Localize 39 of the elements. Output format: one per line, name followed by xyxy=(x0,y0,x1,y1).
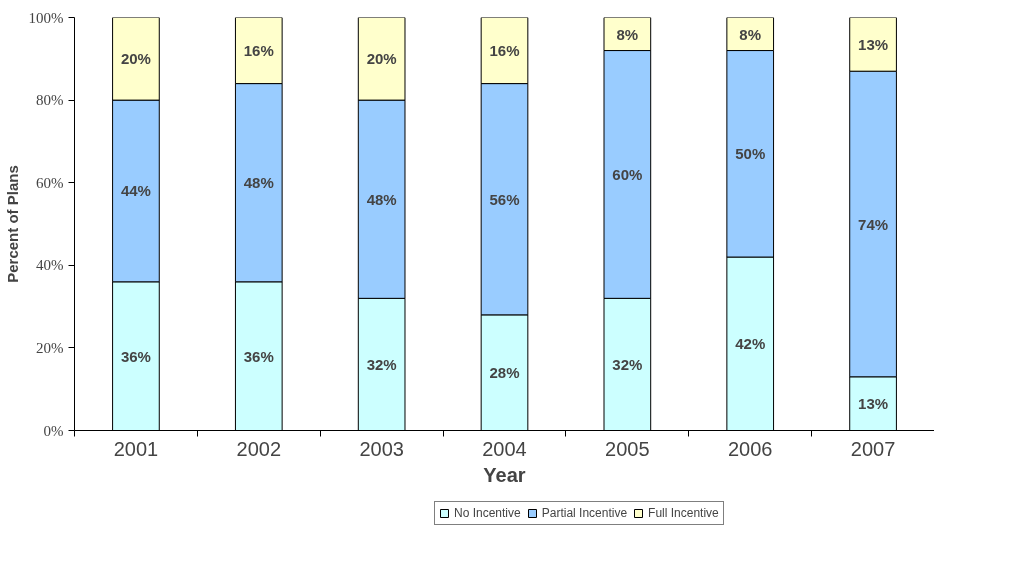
data-label: 13% xyxy=(858,395,889,413)
x-tick-label: 2001 xyxy=(113,437,159,460)
x-tick-label: 2004 xyxy=(482,437,527,460)
y-tick-label: 20% xyxy=(36,339,64,356)
x-axis-title: Year xyxy=(483,463,526,486)
data-label: 20% xyxy=(120,50,151,68)
data-label: 16% xyxy=(243,42,274,60)
data-label: 28% xyxy=(489,364,520,382)
legend-label: No Incentive xyxy=(454,506,521,520)
x-tick-label: 2005 xyxy=(605,437,650,460)
data-label: 44% xyxy=(120,182,151,200)
x-tick-label: 2007 xyxy=(850,437,896,460)
x-tick-label: 2006 xyxy=(727,437,773,460)
data-label: 20% xyxy=(366,50,397,68)
x-tick-label: 2002 xyxy=(236,437,282,460)
data-label: 32% xyxy=(612,355,643,373)
data-label: 13% xyxy=(858,35,889,53)
data-label: 8% xyxy=(616,25,639,43)
y-axis-title: Percent of Plans xyxy=(3,165,21,283)
data-label: 8% xyxy=(739,25,762,43)
legend-label: Partial Incentive xyxy=(541,506,628,520)
data-label: 74% xyxy=(858,215,889,233)
y-tick-label: 80% xyxy=(36,92,64,109)
y-tick-label: 40% xyxy=(36,257,64,274)
data-label: 16% xyxy=(489,42,520,60)
data-label: 50% xyxy=(735,145,766,163)
data-label: 36% xyxy=(120,347,151,365)
data-label: 60% xyxy=(612,165,643,183)
y-tick-label: 0% xyxy=(43,422,64,439)
data-label: 32% xyxy=(366,355,397,373)
y-tick-label: 100% xyxy=(28,9,64,26)
data-label: 36% xyxy=(243,347,274,365)
y-tick-label: 60% xyxy=(36,174,64,191)
data-label: 42% xyxy=(735,335,766,353)
data-label: 48% xyxy=(243,174,274,192)
legend-label: Full Incentive xyxy=(648,506,719,520)
x-tick-label: 2003 xyxy=(359,437,404,460)
data-label: 56% xyxy=(489,190,520,208)
data-label: 48% xyxy=(366,190,397,208)
